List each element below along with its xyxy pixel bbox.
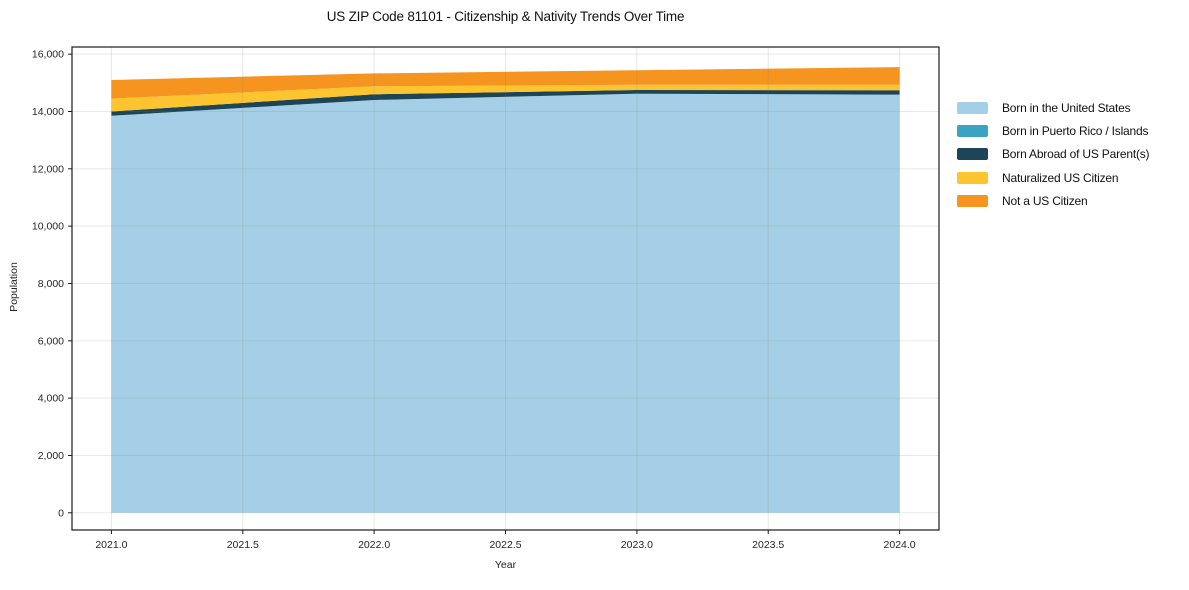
y-tick-label: 4,000 — [38, 393, 64, 405]
y-tick-label: 0 — [58, 507, 64, 519]
x-tick-label: 2021.5 — [227, 539, 259, 551]
legend-swatch-icon — [957, 148, 988, 161]
legend-item: Born in Puerto Rico / Islands — [950, 119, 1149, 142]
x-tick-label: 2022.5 — [489, 539, 521, 551]
chart-title: US ZIP Code 81101 - Citizenship & Nativi… — [326, 9, 685, 24]
legend-swatch-icon — [957, 124, 988, 137]
area-series-2 — [111, 90, 900, 116]
legend-label: Naturalized US Citizen — [1002, 170, 1119, 185]
legend-label: Not a US Citizen — [1002, 193, 1088, 208]
area-series-3 — [111, 84, 900, 112]
y-tick-label: 8,000 — [38, 278, 64, 290]
y-tick-label: 2,000 — [38, 450, 64, 462]
legend-swatch-icon — [957, 171, 988, 184]
legend-item: Born in the United States — [950, 96, 1149, 119]
x-tick-label: 2022.0 — [358, 539, 390, 551]
x-tick-label: 2021.0 — [95, 539, 127, 551]
x-tick-label: 2023.5 — [752, 539, 784, 551]
legend-label: Born in Puerto Rico / Islands — [1002, 123, 1149, 138]
y-tick-label: 12,000 — [32, 163, 64, 175]
y-tick-label: 10,000 — [32, 221, 64, 233]
y-tick-label: 16,000 — [32, 49, 64, 61]
x-axis-label: Year — [494, 559, 517, 571]
y-tick-label: 6,000 — [38, 335, 64, 347]
legend-label: Born Abroad of US Parent(s) — [1002, 147, 1150, 162]
x-tick-label: 2023.0 — [621, 539, 653, 551]
legend-item: Born Abroad of US Parent(s) — [950, 143, 1150, 166]
area-series-4 — [111, 67, 900, 99]
legend-item: Naturalized US Citizen — [950, 166, 1149, 189]
legend: Born in the United States Born in Puerto … — [950, 96, 1150, 212]
y-tick-label: 14,000 — [32, 106, 64, 118]
legend-swatch-icon — [957, 101, 988, 114]
y-axis-label: Population — [8, 262, 20, 312]
legend-item: Not a US Citizen — [950, 189, 1149, 212]
x-tick-label: 2024.0 — [884, 539, 916, 551]
legend-label: Born in the United States — [1002, 100, 1131, 115]
legend-swatch-icon — [957, 194, 988, 207]
area-series-0 — [111, 93, 900, 513]
